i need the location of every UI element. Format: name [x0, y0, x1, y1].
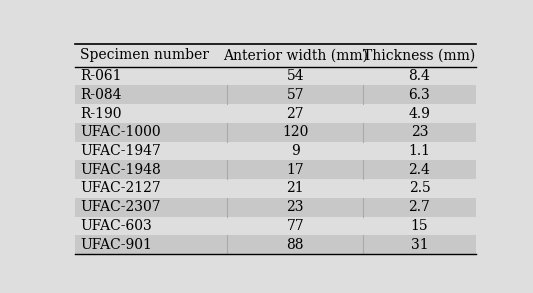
Text: 88: 88 — [287, 238, 304, 252]
Bar — [75, 160, 475, 179]
Text: 1.1: 1.1 — [408, 144, 431, 158]
Text: 54: 54 — [286, 69, 304, 83]
Text: 15: 15 — [410, 219, 429, 233]
Text: 77: 77 — [286, 219, 304, 233]
Text: Thickness (mm): Thickness (mm) — [364, 48, 475, 62]
Text: 2.7: 2.7 — [408, 200, 431, 214]
Text: Specimen number: Specimen number — [80, 48, 209, 62]
Text: 8.4: 8.4 — [408, 69, 431, 83]
Text: UFAC-603: UFAC-603 — [80, 219, 151, 233]
Bar — [75, 86, 475, 104]
Bar — [75, 123, 475, 142]
Text: 23: 23 — [411, 125, 428, 139]
Text: 57: 57 — [286, 88, 304, 102]
Text: 17: 17 — [286, 163, 304, 177]
Text: 6.3: 6.3 — [409, 88, 430, 102]
Bar — [75, 198, 475, 217]
Text: R-190: R-190 — [80, 107, 122, 120]
Text: 4.9: 4.9 — [408, 107, 431, 120]
Text: 21: 21 — [286, 181, 304, 195]
Text: 2.4: 2.4 — [408, 163, 431, 177]
Text: 23: 23 — [287, 200, 304, 214]
Text: UFAC-2127: UFAC-2127 — [80, 181, 160, 195]
Text: 9: 9 — [291, 144, 300, 158]
Text: 2.5: 2.5 — [409, 181, 430, 195]
Text: UFAC-2307: UFAC-2307 — [80, 200, 160, 214]
Text: 31: 31 — [410, 238, 429, 252]
Text: UFAC-901: UFAC-901 — [80, 238, 152, 252]
Text: UFAC-1000: UFAC-1000 — [80, 125, 160, 139]
Text: R-061: R-061 — [80, 69, 122, 83]
Text: Anterior width (mm): Anterior width (mm) — [223, 48, 368, 62]
Text: R-084: R-084 — [80, 88, 122, 102]
Text: 27: 27 — [286, 107, 304, 120]
Bar — [75, 235, 475, 254]
Text: 120: 120 — [282, 125, 309, 139]
Text: UFAC-1947: UFAC-1947 — [80, 144, 161, 158]
Text: UFAC-1948: UFAC-1948 — [80, 163, 160, 177]
